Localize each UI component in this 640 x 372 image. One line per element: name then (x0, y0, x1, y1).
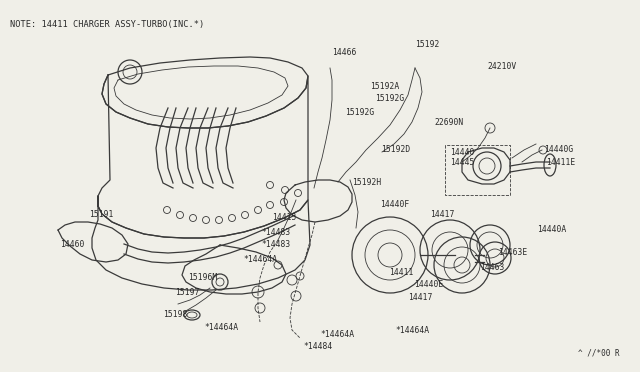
Text: 14440E: 14440E (414, 280, 444, 289)
Text: 15191: 15191 (89, 210, 113, 219)
Text: 15196M: 15196M (188, 273, 217, 282)
Text: 14417: 14417 (430, 210, 454, 219)
Text: 14440: 14440 (450, 148, 474, 157)
Text: 14463: 14463 (480, 263, 504, 272)
Text: 15192D: 15192D (381, 145, 410, 154)
Text: ^ //*00 R: ^ //*00 R (579, 349, 620, 358)
Text: 22690N: 22690N (434, 118, 463, 127)
Text: 14417: 14417 (408, 293, 433, 302)
Text: *14483: *14483 (261, 228, 291, 237)
Text: NOTE: 14411 CHARGER ASSY-TURBO(INC.*): NOTE: 14411 CHARGER ASSY-TURBO(INC.*) (10, 20, 204, 29)
Text: 14445: 14445 (450, 158, 474, 167)
Text: 14411: 14411 (389, 268, 413, 277)
Text: 15192: 15192 (415, 40, 440, 49)
Text: 14460: 14460 (60, 240, 84, 249)
Text: *14484: *14484 (303, 342, 332, 351)
Text: *14464A: *14464A (320, 330, 354, 339)
Text: 15198: 15198 (163, 310, 188, 319)
Text: *14464A: *14464A (395, 326, 429, 335)
Text: 14440G: 14440G (544, 145, 573, 154)
Text: 14463E: 14463E (498, 248, 527, 257)
Text: *14483: *14483 (261, 240, 291, 249)
Text: 14440A: 14440A (537, 225, 566, 234)
Text: 14411E: 14411E (546, 158, 575, 167)
Text: 15192A: 15192A (370, 82, 399, 91)
Text: 15192G: 15192G (345, 108, 374, 117)
Text: 15192G: 15192G (375, 94, 404, 103)
Text: 15197: 15197 (175, 288, 200, 297)
Text: 14466: 14466 (332, 48, 356, 57)
Text: 15192H: 15192H (352, 178, 381, 187)
Text: *14464A: *14464A (243, 255, 277, 264)
Text: 14415: 14415 (272, 213, 296, 222)
Text: 24210V: 24210V (487, 62, 516, 71)
Text: 14440F: 14440F (380, 200, 409, 209)
Text: *14464A: *14464A (204, 323, 238, 332)
